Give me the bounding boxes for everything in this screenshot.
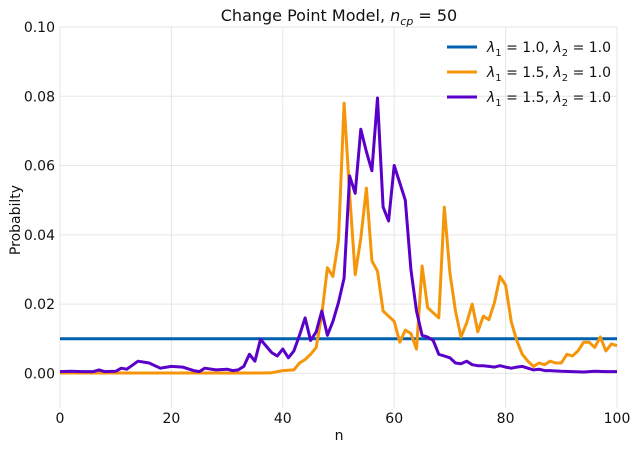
legend-label-3: λ1 = 1.5, λ2 = 1.0 xyxy=(486,90,611,109)
series-line-3 xyxy=(59,96,617,374)
legend-label-1: λ1 = 1.0, λ2 = 1.0 xyxy=(486,40,611,59)
series-lines xyxy=(59,96,618,375)
x-tick-label: 80 xyxy=(497,411,515,427)
x-tick-label: 100 xyxy=(604,411,631,427)
x-axis-label: n xyxy=(335,428,344,444)
chart-title: Change Point Model, ncp = 50 xyxy=(221,6,457,28)
legend-label-2: λ1 = 1.5, λ2 = 1.0 xyxy=(486,65,611,84)
x-tick-label: 0 xyxy=(56,411,65,427)
y-tick-label: 0.04 xyxy=(24,228,55,244)
y-tick-label: 0.08 xyxy=(24,89,55,105)
tick-labels: 0 20 40 60 80 100 0.00 0.02 0.04 0.06 0.08 0.10 xyxy=(24,20,631,427)
x-tick-label: 20 xyxy=(162,411,180,427)
series-line-2 xyxy=(60,101,618,375)
x-tick-label: 40 xyxy=(274,411,292,427)
x-tick-label: 60 xyxy=(385,411,403,427)
y-tick-label: 0.10 xyxy=(24,20,55,36)
y-tick-label: 0.02 xyxy=(24,297,55,313)
y-tick-label: 0.00 xyxy=(24,366,55,382)
y-tick-label: 0.06 xyxy=(24,159,55,175)
legend: λ1 = 1.0, λ2 = 1.0 λ1 = 1.5, λ2 = 1.0 λ1 =… xyxy=(447,40,611,109)
y-axis-label: Probabilty xyxy=(8,185,24,255)
